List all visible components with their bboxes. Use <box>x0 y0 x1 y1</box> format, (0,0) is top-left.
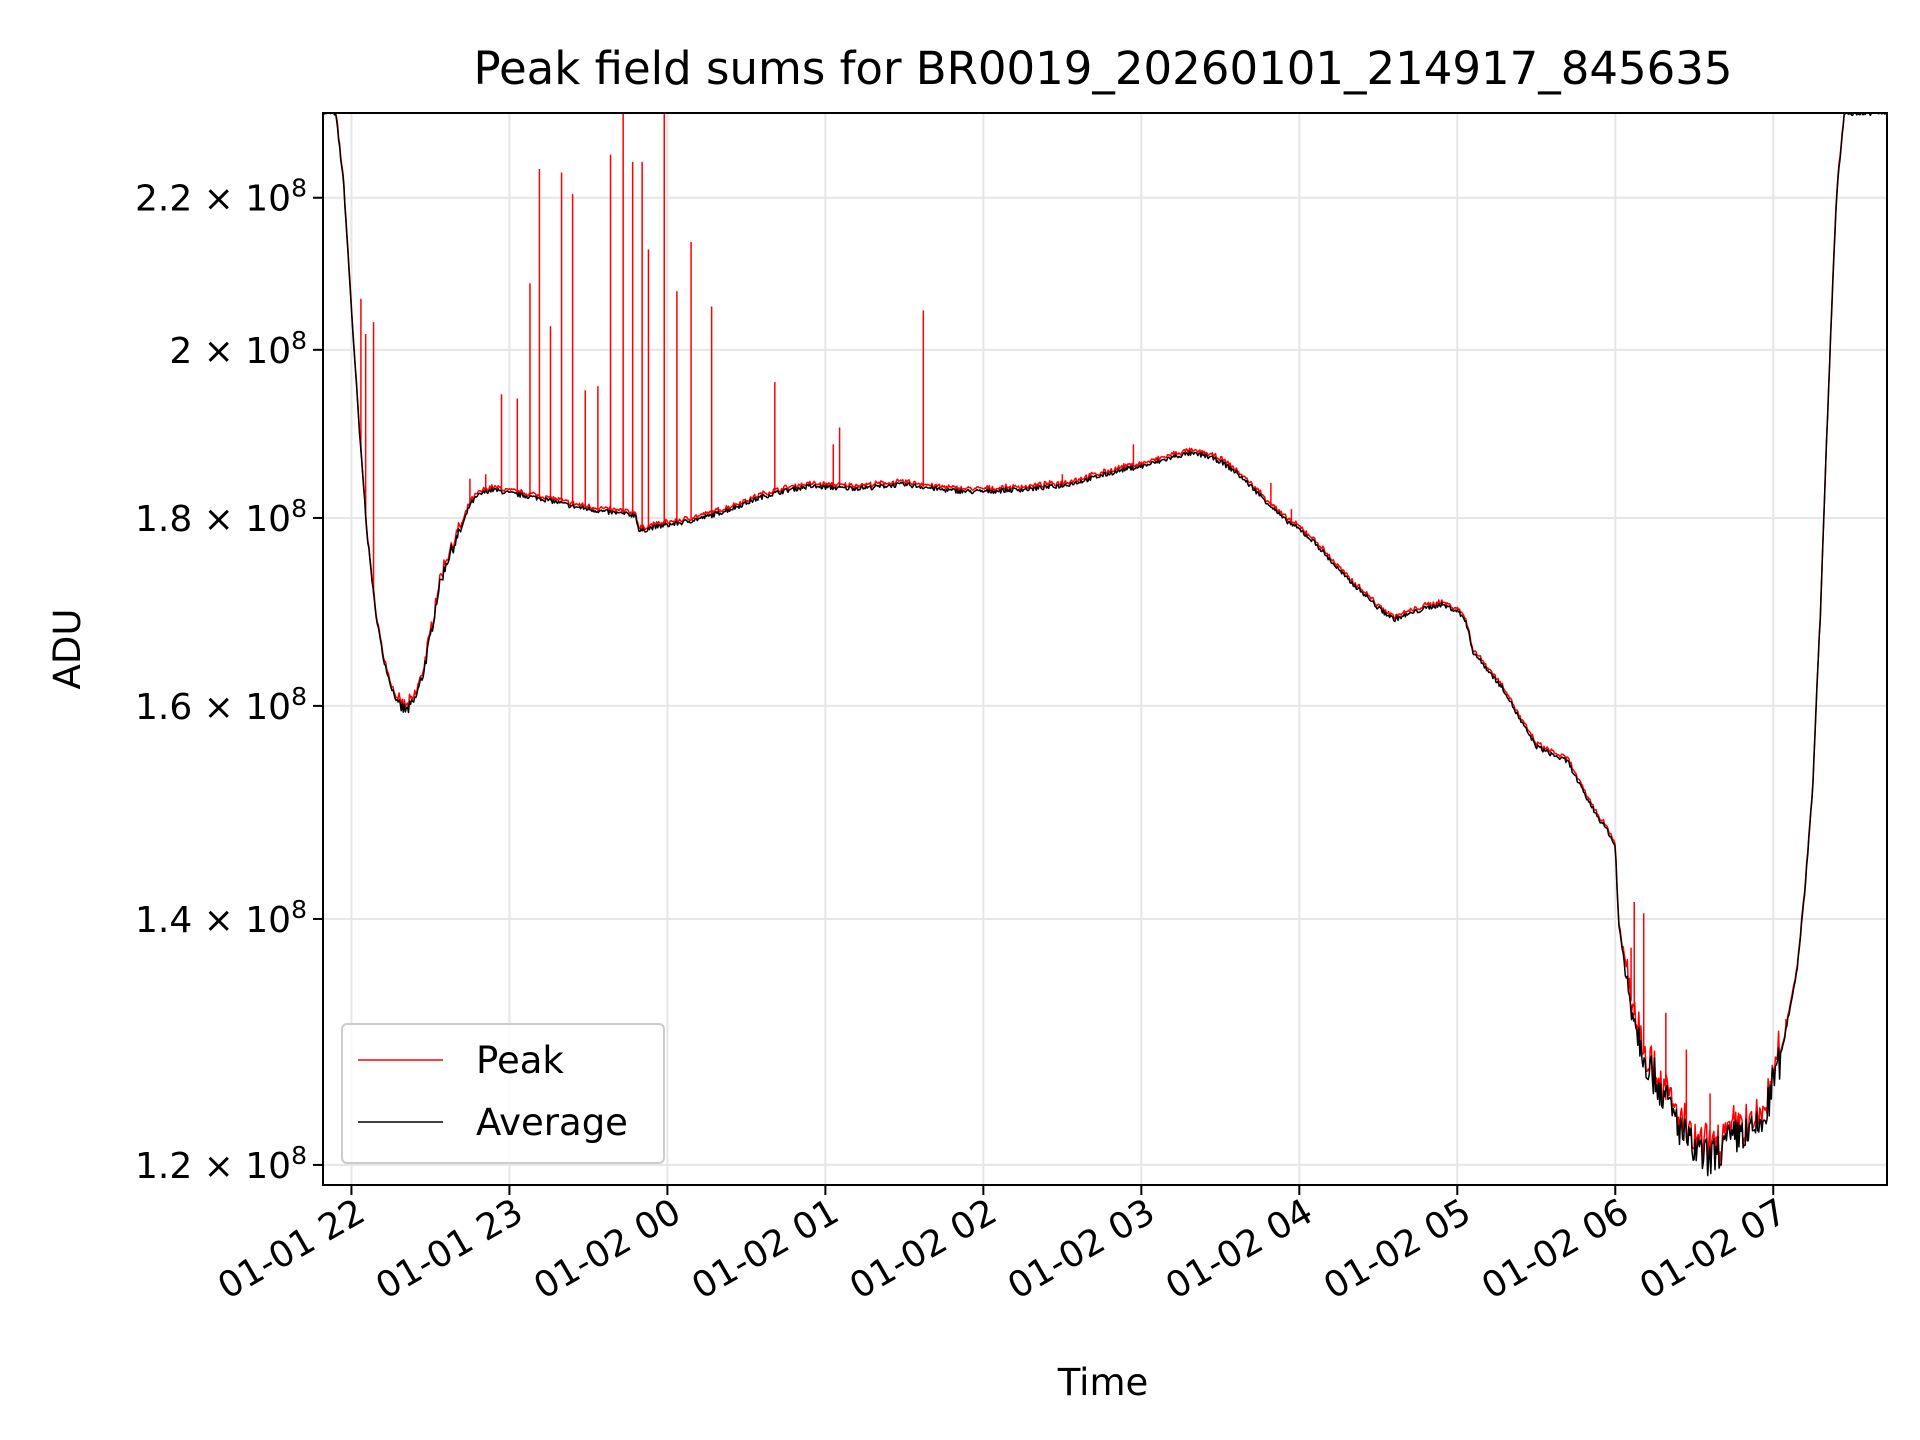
y-axis-ticks: 1.2 × 108 1.4 × 108 1.6 × 108 1.8 × 108 2 × … <box>135 174 323 1187</box>
legend: Peak Average <box>341 1023 665 1164</box>
y-tick-label: 2 × 108 <box>169 326 307 372</box>
y-tick-label: 1.8 × 108 <box>135 494 307 540</box>
y-tick-label: 1.4 × 108 <box>135 895 307 941</box>
x-axis-label: Time <box>1057 1361 1149 1404</box>
grid-lines <box>323 113 1887 1185</box>
legend-box <box>341 1023 665 1164</box>
y-axis-label: ADU <box>46 609 89 690</box>
peak-line <box>323 112 1887 1174</box>
legend-peak-label: Peak <box>476 1039 564 1082</box>
plot-frame <box>322 112 1888 1186</box>
legend-average-label: Average <box>476 1101 628 1144</box>
average-line <box>322 112 1888 1177</box>
series-peak <box>323 112 1887 1174</box>
y-tick-label: 2.2 × 108 <box>135 174 307 220</box>
y-tick-label: 1.2 × 108 <box>135 1141 307 1187</box>
chart-title: Peak field sums for BR0019_20260101_2149… <box>473 42 1732 95</box>
y-tick-label: 1.6 × 108 <box>135 682 307 728</box>
series-average <box>322 112 1888 1177</box>
